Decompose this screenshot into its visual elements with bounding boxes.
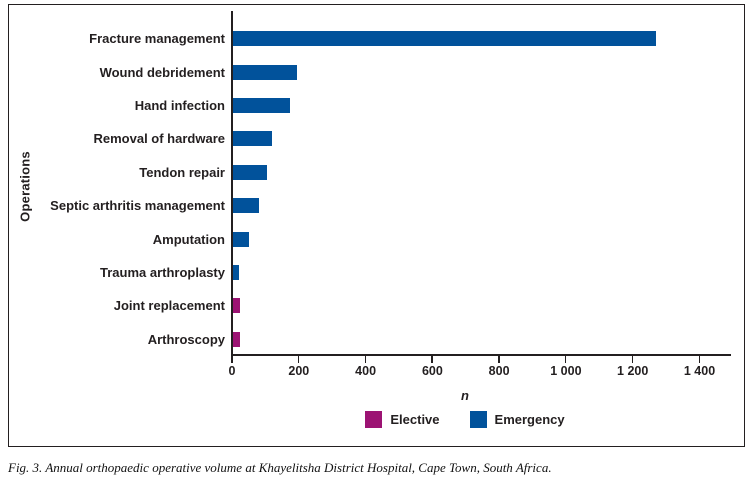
legend-item: Emergency [469, 411, 565, 428]
data-bar [232, 298, 241, 314]
bar-row: Trauma arthroplasty [9, 256, 744, 289]
x-axis-tick [364, 355, 367, 363]
data-bar [232, 331, 241, 347]
x-axis-line [231, 354, 731, 356]
bar-row: Tendon repair [9, 156, 744, 189]
legend-swatch-icon [365, 411, 383, 428]
bar-row: Wound debridement [9, 55, 744, 88]
x-axis-tick-label: 1 000 [550, 364, 582, 378]
chart-figure-box: Operations Fracture management Wound debr… [8, 4, 745, 447]
x-axis-tick [297, 355, 300, 363]
legend: Elective Emergency [231, 411, 699, 428]
legend-label: Elective [390, 412, 440, 427]
bar-rows: Fracture management Wound debridement Hand… [9, 22, 744, 356]
x-axis-tick [631, 355, 634, 363]
data-bar [232, 131, 273, 147]
category-label: Fracture management [89, 31, 225, 47]
legend-label: Emergency [494, 412, 565, 427]
x-axis-tick-label: 1 400 [683, 364, 716, 378]
bar-row: Joint replacement [9, 289, 744, 322]
x-axis-tick-label: 400 [355, 364, 377, 378]
x-axis-tick-label: 0 [228, 364, 236, 378]
bar-row: Septic arthritis management [9, 189, 744, 222]
data-bar [232, 164, 268, 180]
category-label: Joint replacement [113, 298, 225, 314]
data-bar [232, 264, 239, 280]
data-bar [232, 231, 249, 247]
x-axis-tick [698, 355, 700, 363]
x-axis-tick-label: 1 200 [617, 364, 649, 378]
bar-row: Arthroscopy [9, 323, 744, 356]
x-axis-tick-label: 200 [288, 364, 310, 378]
legend-item: Elective [365, 411, 440, 428]
x-axis-tick [431, 355, 433, 363]
bar-row: Removal of hardware [9, 122, 744, 155]
category-label: Arthroscopy [147, 331, 225, 347]
x-axis-tick-label: 800 [488, 364, 510, 378]
category-label: Septic arthritis management [50, 198, 225, 214]
category-label: Removal of hardware [93, 131, 226, 147]
legend-swatch-icon [469, 411, 487, 428]
data-bar [232, 198, 259, 214]
bar-row: Amputation [9, 222, 744, 255]
category-label: Trauma arthroplasty [100, 264, 225, 280]
x-axis-tick [231, 355, 233, 363]
category-label: Hand infection [134, 97, 225, 113]
category-label: Tendon repair [139, 164, 225, 180]
bar-row: Hand infection [9, 89, 744, 122]
data-bar [232, 31, 657, 47]
data-bar [232, 97, 291, 113]
x-axis-tick [564, 355, 567, 363]
x-axis-tick-label: 600 [421, 364, 443, 378]
data-bar [232, 64, 298, 80]
y-axis-line [231, 11, 233, 355]
bar-row: Fracture management [9, 22, 744, 55]
x-axis-title: n [461, 388, 469, 403]
category-label: Amputation [152, 231, 225, 247]
figure-caption: Fig. 3. Annual orthopaedic operative vol… [8, 460, 552, 475]
category-label: Wound debridement [99, 64, 225, 80]
x-axis-tick [498, 355, 500, 363]
